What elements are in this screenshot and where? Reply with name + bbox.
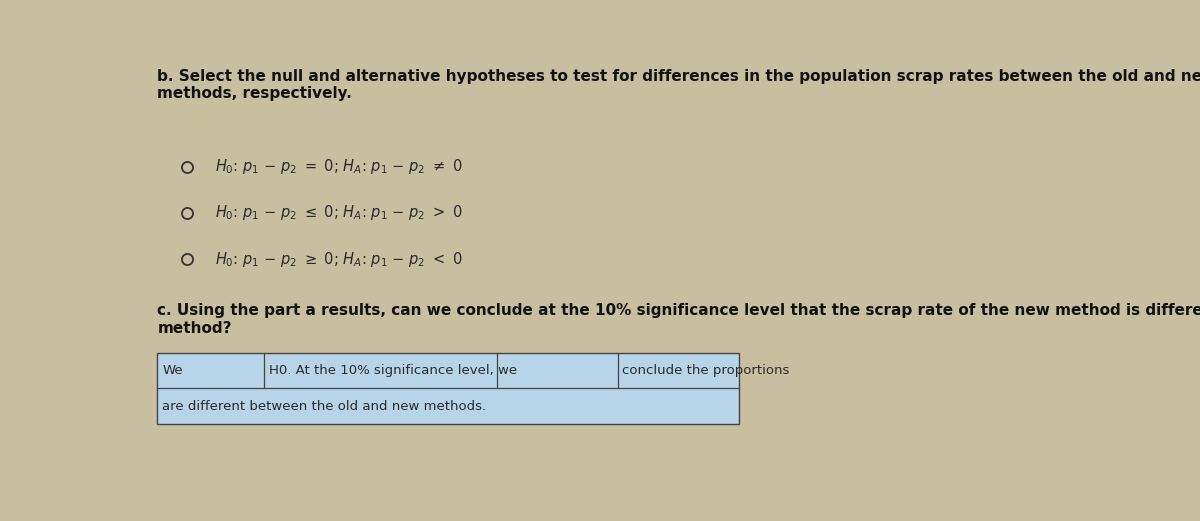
Text: conclude the proportions: conclude the proportions (623, 364, 790, 377)
Text: $H_0$: $p_1$ $-$ $p_2$ $=$ $0$; $H_A$: $p_1$ $-$ $p_2$ $\neq$ $0$: $H_0$: $p_1$ $-$ $p_2$ $=$ $0$; $H_A$: $… (215, 157, 462, 176)
Text: are different between the old and new methods.: are different between the old and new me… (162, 400, 486, 413)
Text: $H_0$: $p_1$ $-$ $p_2$ $\geq$ $0$; $H_A$: $p_1$ $-$ $p_2$ $<$ $0$: $H_0$: $p_1$ $-$ $p_2$ $\geq$ $0$; $H_A$… (215, 250, 462, 269)
Text: We: We (162, 364, 182, 377)
Text: b. Select the null and alternative hypotheses to test for differences in the pop: b. Select the null and alternative hypot… (157, 69, 1200, 101)
Text: H0. At the 10% significance level, we: H0. At the 10% significance level, we (269, 364, 517, 377)
Text: $H_0$: $p_1$ $-$ $p_2$ $\leq$ $0$; $H_A$: $p_1$ $-$ $p_2$ $>$ $0$: $H_0$: $p_1$ $-$ $p_2$ $\leq$ $0$; $H_A$… (215, 204, 462, 222)
Text: c. Using the part a results, can we conclude at the 10% significance level that : c. Using the part a results, can we conc… (157, 303, 1200, 336)
FancyBboxPatch shape (157, 353, 739, 424)
